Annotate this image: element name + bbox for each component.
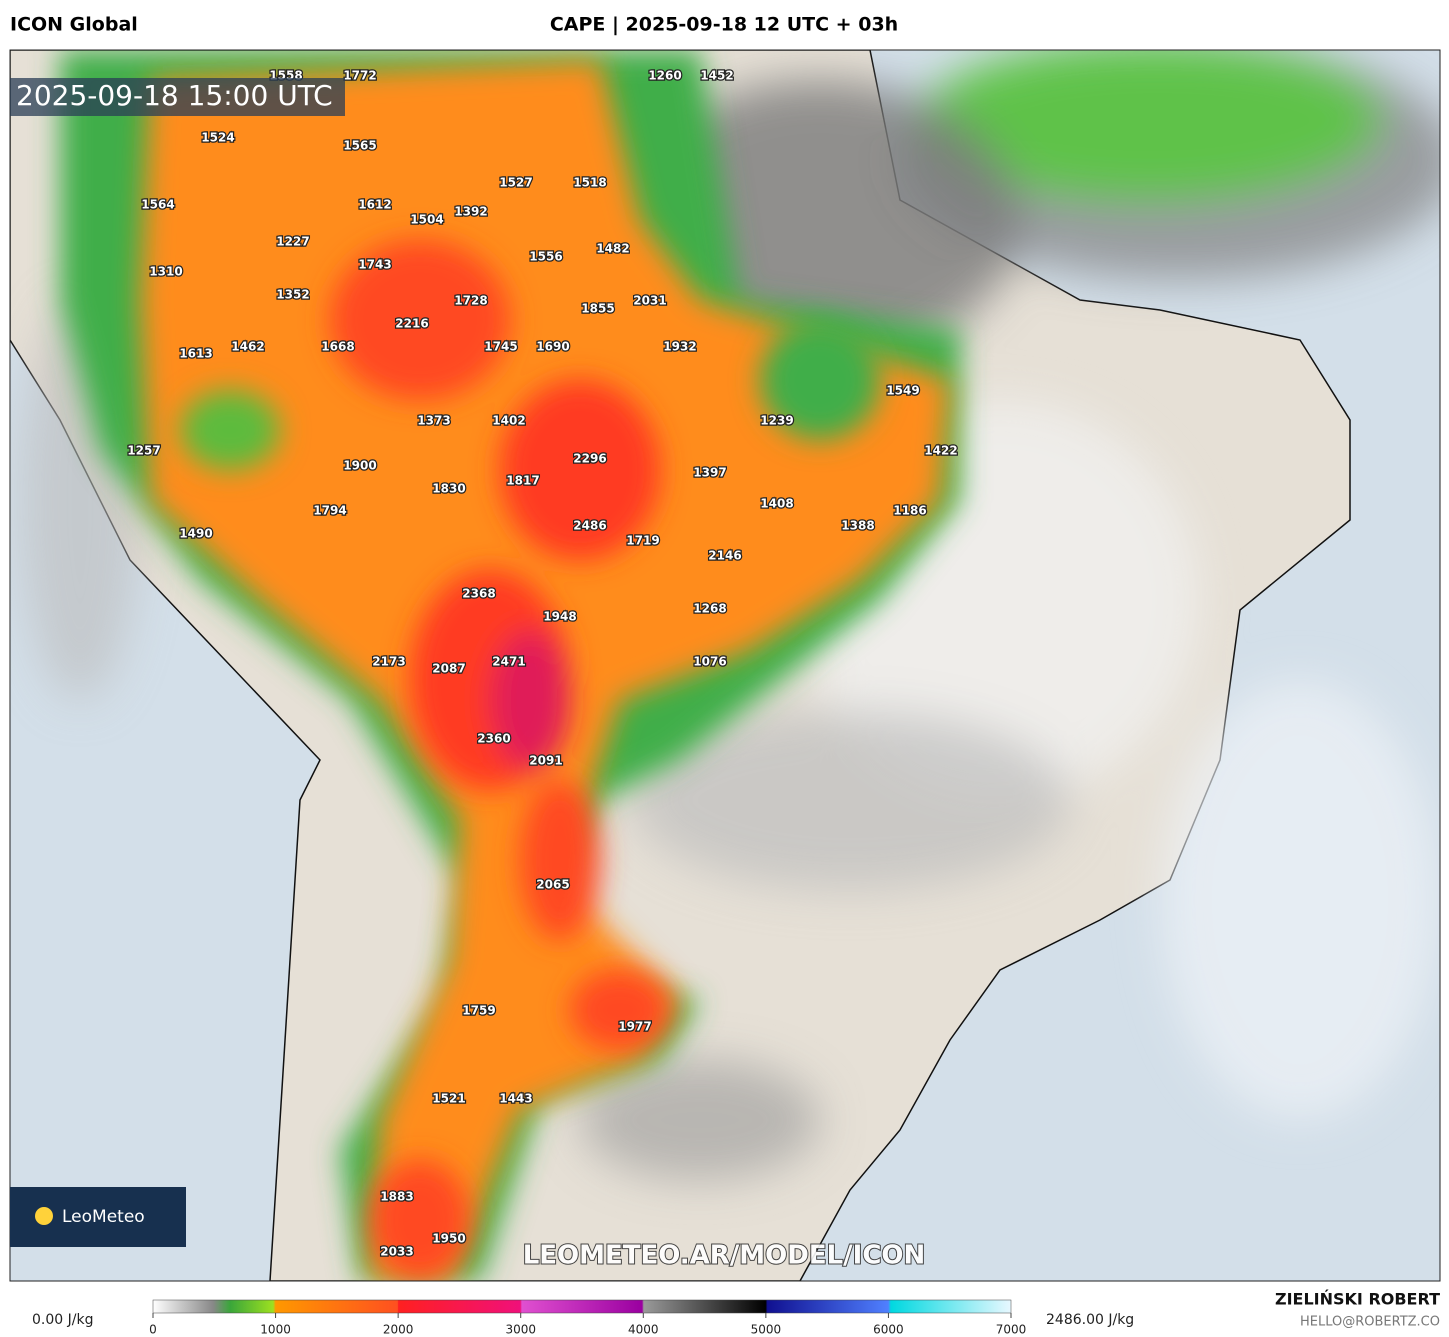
colorbar-tick-label: 5000 [751,1323,782,1337]
timestamp: 2025-09-18 15:00 UTC [16,79,333,112]
cape-label: 1422 [924,444,957,458]
cape-label: 1186 [893,504,926,518]
cape-label: 1759 [462,1004,495,1018]
cape-label: 1743 [358,258,391,272]
cape-label: 1524 [201,131,234,145]
cape-label: 1883 [380,1190,413,1204]
cape-label: 1900 [343,459,376,473]
watermark: LEOMETEO.AR/MODEL/ICON [523,1241,926,1271]
cape-label: 2087 [432,662,465,676]
cape-label: 1352 [276,288,309,302]
cape-label: 1830 [432,482,465,496]
cape-label: 2360 [477,732,510,746]
cape-label: 1772 [343,69,376,83]
logo-sun [35,1207,53,1225]
cape-label: 1490 [179,527,212,541]
cape-label: 1227 [276,235,309,249]
cape-label: 1794 [313,504,346,518]
cape-label: 1565 [343,139,376,153]
colorbar-min: 0.00 J/kg [32,1312,93,1328]
cape-label: 1257 [127,444,160,458]
cape-label: 2173 [372,655,405,669]
cape-label: 1950 [432,1232,465,1246]
cape-label: 2471 [492,655,525,669]
model-name: ICON Global [10,14,138,36]
cape-label: 2033 [380,1245,413,1259]
cape-label: 1719 [626,534,659,548]
cape-label: 2216 [395,317,428,331]
colorbar-tick-label: 0 [149,1323,157,1337]
cape-label: 1556 [529,250,562,264]
cape-label: 1504 [410,213,443,227]
cape-label: 1613 [179,347,212,361]
cape-label: 1855 [581,302,614,316]
cape-label: 1397 [693,466,726,480]
cape-label: 1452 [700,69,733,83]
cape-label: 1268 [693,602,726,616]
cape-label: 1932 [663,340,696,354]
colorbar-tick-label: 6000 [873,1323,904,1337]
cape-label: 1402 [492,414,525,428]
cape-label: 1728 [454,294,487,308]
cape-label: 1260 [648,69,681,83]
cape-label: 1549 [886,384,919,398]
cape-label: 1690 [536,340,569,354]
cape-label: 1462 [231,340,264,354]
cape-label: 1443 [499,1092,532,1106]
cape-label: 2065 [536,878,569,892]
cape-label: 1977 [618,1020,651,1034]
cape-label: 2486 [573,519,606,533]
colorbar-tick-label: 3000 [505,1323,536,1337]
cape-label: 1239 [760,414,793,428]
cape-label: 1527 [499,176,532,190]
credit-email: HELLO@ROBERTZ.CO [1300,1315,1440,1330]
cape-label: 1564 [141,198,174,212]
map-title: CAPE | 2025-09-18 12 UTC + 03h [550,14,898,36]
colorbar-tick-label: 2000 [383,1323,414,1337]
cape-label: 1482 [596,242,629,256]
credit-name: ZIELIŃSKI ROBERT [1275,1290,1440,1309]
cape-label: 1521 [432,1092,465,1106]
cape-label: 1948 [543,610,576,624]
colorbar-tick-label: 1000 [260,1323,291,1337]
colorbar-ticks: 0 1000 2000 3000 4000 5000 6000 7000 [149,1313,1026,1337]
cape-label: 1518 [573,176,606,190]
map [10,50,1440,1281]
cape-label: 1076 [693,655,726,669]
cape-label: 1310 [149,265,182,279]
cape-label: 1817 [506,474,539,488]
cape-label: 2031 [633,294,666,308]
cape-label: 1668 [321,340,354,354]
timestamp-box [10,78,345,116]
cape-label: 1373 [417,414,450,428]
cape-label: 2091 [529,754,562,768]
colorbar-tick-label: 7000 [996,1323,1027,1337]
logo: LeoMeteo [62,1207,145,1227]
cape-label: 2368 [462,587,495,601]
cape-label: 1612 [358,198,391,212]
cape-label: 2146 [708,549,741,563]
colorbar-tick-label: 4000 [628,1323,659,1337]
cape-label: 1408 [760,497,793,511]
cape-label: 1392 [454,205,487,219]
cape-label: 1745 [484,340,517,354]
colorbar-max: 2486.00 J/kg [1046,1312,1134,1328]
cape-label: 1388 [841,519,874,533]
colorbar [152,1299,1012,1314]
cape-label: 2296 [573,452,606,466]
